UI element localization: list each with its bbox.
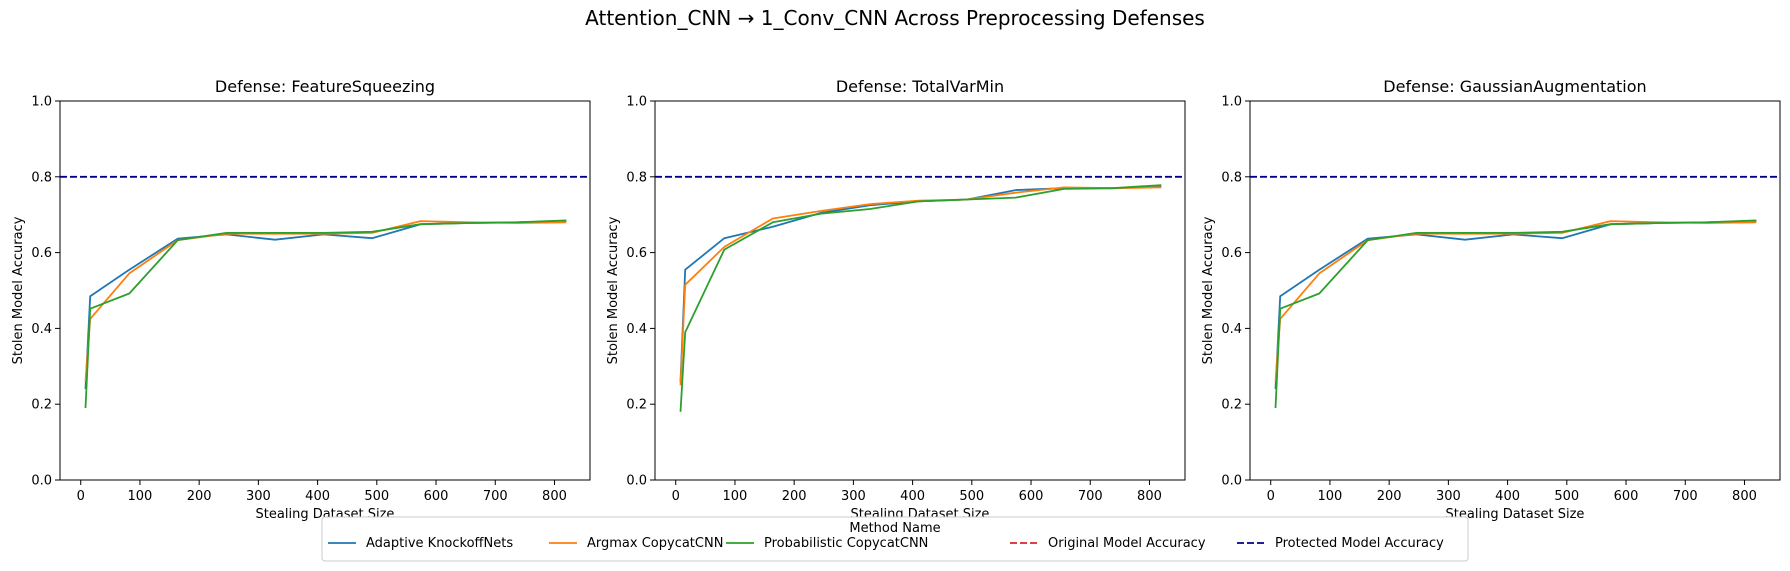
x-axis-label: Stealing Dataset Size [1446, 507, 1585, 522]
x-tick-label: 300 [841, 489, 866, 504]
legend-items: Adaptive KnockoffNets Argmax CopycatCNN Pr… [328, 536, 1444, 551]
x-tick-label: 100 [723, 489, 748, 504]
x-tick-label: 200 [1377, 489, 1402, 504]
x-tick-label: 700 [1673, 489, 1698, 504]
legend: Method Name Adaptive KnockoffNets Argmax … [321, 516, 1469, 562]
x-tick-label: 500 [959, 489, 984, 504]
y-axis-label: Stolen Model Accuracy [606, 216, 621, 364]
chart-panel-1: Defense: FeatureSqueezing 0 100 200 300 400 50… [11, 77, 591, 522]
legend-label: Adaptive KnockoffNets [366, 536, 513, 551]
y-tick-label: 1.0 [626, 95, 647, 110]
panel-title: Defense: GaussianAugmentation [1383, 77, 1646, 96]
x-tick-label: 200 [782, 489, 807, 504]
series-line-adaptive-knockoffnets [1274, 220, 1757, 390]
y-tick-label: 0.8 [31, 170, 52, 185]
y-tick-label: 1.0 [1221, 95, 1242, 110]
x-tick-label: 100 [128, 489, 153, 504]
axes-frame [1249, 100, 1781, 481]
y-tick-label: 1.0 [31, 95, 52, 110]
legend-title: Method Name [849, 521, 940, 536]
series-line-probabilistic-copycatcnn [1274, 219, 1757, 409]
panel-title: Defense: FeatureSqueezing [215, 77, 435, 96]
chart-panels: Defense: FeatureSqueezing 0 100 200 300 400 50… [11, 77, 1781, 522]
y-axis-label: Stolen Model Accuracy [11, 216, 26, 364]
y-tick-label: 0.0 [1221, 474, 1242, 489]
y-tick-label: 0.4 [626, 322, 647, 337]
x-tick-label: 400 [1495, 489, 1520, 504]
x-tick-label: 700 [1078, 489, 1103, 504]
x-tick-label: 400 [900, 489, 925, 504]
x-tick-label: 300 [1436, 489, 1461, 504]
axes-frame [59, 100, 591, 481]
series-line-argmax-copycatcnn [1274, 220, 1757, 382]
y-tick-label: 0.6 [626, 246, 647, 261]
series-line-probabilistic-copycatcnn [679, 184, 1162, 412]
legend-frame [321, 516, 1469, 562]
x-tick-label: 300 [246, 489, 271, 504]
y-tick-label: 0.4 [31, 322, 52, 337]
y-tick-label: 0.6 [1221, 246, 1242, 261]
x-tick-label: 500 [1554, 489, 1579, 504]
axes-frame [654, 100, 1186, 481]
legend-label: Protected Model Accuracy [1275, 536, 1444, 551]
legend-label: Argmax CopycatCNN [587, 536, 723, 551]
y-tick-label: 0.8 [1221, 170, 1242, 185]
x-tick-label: 0 [672, 489, 680, 504]
legend-label: Original Model Accuracy [1048, 536, 1206, 551]
y-tick-label: 0.0 [31, 474, 52, 489]
y-tick-label: 0.0 [626, 474, 647, 489]
x-tick-label: 600 [1614, 489, 1639, 504]
x-tick-label: 400 [305, 489, 330, 504]
panel-title: Defense: TotalVarMin [836, 77, 1004, 96]
x-tick-label: 100 [1318, 489, 1343, 504]
x-tick-label: 600 [1019, 489, 1044, 504]
y-tick-label: 0.8 [626, 170, 647, 185]
x-tick-label: 0 [1267, 489, 1275, 504]
series-line-probabilistic-copycatcnn [84, 219, 567, 409]
chart-panel-2: Defense: TotalVarMin 0 100 200 300 400 500 600 7… [606, 77, 1186, 522]
legend-label: Probabilistic CopycatCNN [764, 536, 928, 551]
chart-panel-3: Defense: GaussianAugmentation 0 100 200 300 4… [1201, 77, 1781, 522]
x-tick-label: 800 [1732, 489, 1757, 504]
series-line-argmax-copycatcnn [84, 220, 567, 382]
x-tick-label: 500 [364, 489, 389, 504]
x-tick-label: 0 [77, 489, 85, 504]
y-tick-label: 0.4 [1221, 322, 1242, 337]
figure-title: Attention_CNN → 1_Conv_CNN Across Prepro… [585, 6, 1205, 30]
x-tick-label: 200 [187, 489, 212, 504]
y-tick-label: 0.2 [31, 398, 52, 413]
series-line-argmax-copycatcnn [679, 186, 1162, 386]
y-axis-label: Stolen Model Accuracy [1201, 216, 1216, 364]
y-tick-label: 0.2 [626, 398, 647, 413]
x-tick-label: 800 [542, 489, 567, 504]
series-line-adaptive-knockoffnets [84, 220, 567, 390]
series-line-adaptive-knockoffnets [679, 185, 1162, 382]
x-tick-label: 700 [483, 489, 508, 504]
y-tick-label: 0.6 [31, 246, 52, 261]
x-tick-label: 800 [1137, 489, 1162, 504]
y-tick-label: 0.2 [1221, 398, 1242, 413]
x-tick-label: 600 [424, 489, 449, 504]
